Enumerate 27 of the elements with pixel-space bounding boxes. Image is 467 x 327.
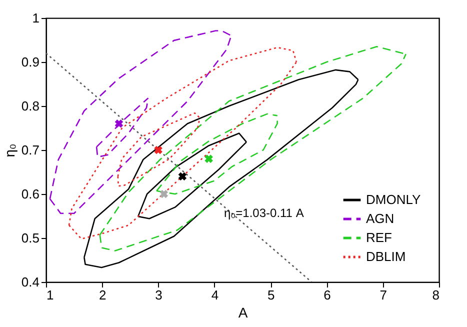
point [160, 190, 168, 198]
x-tick-label: 2 [99, 288, 106, 302]
y-tick-label: 0.6 [21, 186, 40, 202]
point [178, 172, 187, 181]
y-tick-label: 0.5 [21, 230, 40, 246]
x-tick-label: 5 [267, 288, 275, 302]
x-tick-label: 7 [380, 288, 387, 302]
x-tick-label: 8 [432, 288, 440, 302]
y-tick-label: 0.8 [21, 98, 40, 114]
y-axis-title: η₀ [1, 144, 18, 158]
x-tick-label: 4 [211, 288, 219, 302]
point [114, 119, 124, 128]
y-tick-label: 0.7 [21, 142, 40, 158]
x-tick-label: 1 [46, 288, 54, 302]
y-tick-label: 1 [32, 10, 40, 26]
x-tick-label: 3 [155, 288, 162, 302]
legend-label: DMONLY [366, 192, 421, 207]
y-tick-label: 0.9 [21, 54, 40, 70]
legend-label: AGN [366, 211, 394, 226]
x-axis-title: A [238, 304, 248, 320]
y-tick-label: 0.4 [21, 274, 40, 290]
legend-label: REF [366, 230, 392, 245]
point [204, 154, 213, 163]
annotation: η₀=1.03-0.11 A [224, 206, 304, 220]
x-tick-label: 6 [324, 288, 331, 302]
point [154, 146, 162, 154]
legend-label: DBLIM [366, 249, 406, 264]
